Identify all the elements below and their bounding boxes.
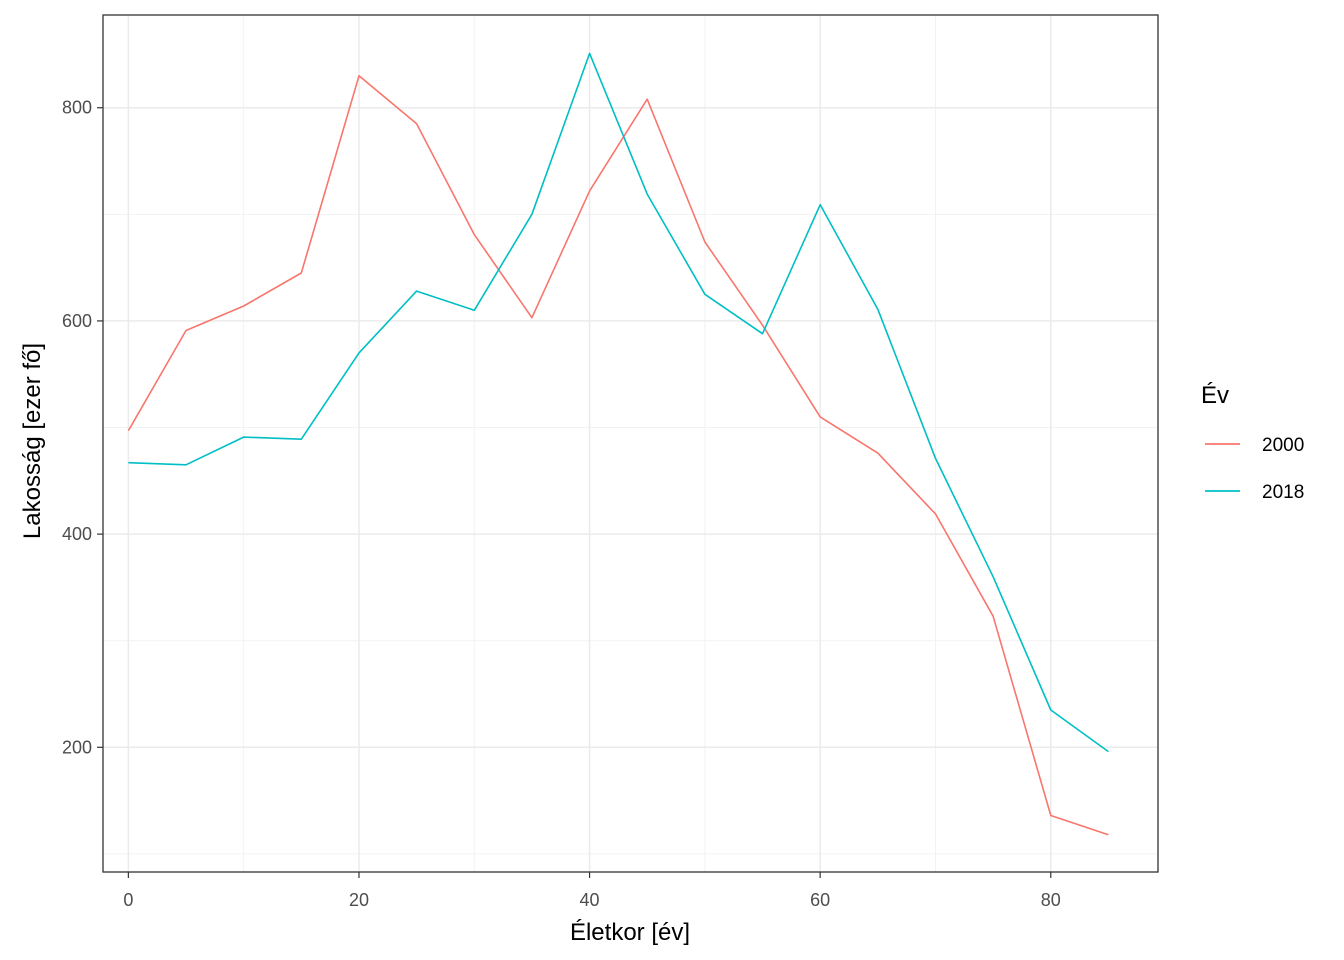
major-gridlines <box>103 15 1158 872</box>
legend-label-2000: 2000 <box>1262 435 1304 456</box>
legend: Év 2000 2018 <box>1201 382 1304 503</box>
legend-title: Év <box>1201 382 1229 409</box>
x-tick-label: 60 <box>810 890 830 910</box>
y-tick-label: 800 <box>62 98 92 118</box>
x-axis: 0 20 40 60 80 <box>123 872 1061 910</box>
panel-border <box>102 14 1159 873</box>
x-tick-label: 80 <box>1041 890 1061 910</box>
series-line-2018 <box>128 52 1109 753</box>
y-tick-label: 600 <box>62 311 92 331</box>
x-tick-label: 20 <box>349 890 369 910</box>
legend-items: 2000 2018 <box>1205 435 1304 503</box>
legend-label-2018: 2018 <box>1262 482 1304 503</box>
y-tick-label: 400 <box>62 524 92 544</box>
x-axis-title: Életkor [év] <box>570 919 690 946</box>
y-tick-label: 200 <box>62 737 92 757</box>
x-tick-label: 0 <box>123 890 133 910</box>
series-lines <box>127 52 1109 836</box>
y-axis-title: Lakosság [ezer fő] <box>19 343 46 539</box>
series-line-2000 <box>127 75 1109 836</box>
y-axis: 200 400 600 800 <box>62 98 103 757</box>
minor-gridlines <box>103 15 1158 872</box>
x-tick-label: 40 <box>580 890 600 910</box>
